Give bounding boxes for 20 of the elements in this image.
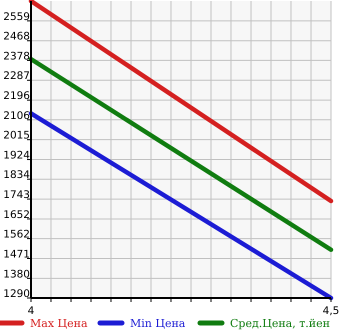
y-tick-label: 1471: [3, 248, 30, 260]
x-tick-label: 4,5: [322, 305, 340, 317]
legend-label: Min Цена: [130, 317, 186, 330]
y-tick-label: 1743: [3, 189, 30, 202]
y-tick-label: 2468: [3, 30, 30, 43]
x-tick-label: 4: [28, 305, 35, 317]
y-tick-label: 2287: [3, 70, 30, 82]
y-tick-label: 1652: [3, 208, 30, 221]
legend-label: Сред.Цена, т.йен: [230, 317, 330, 330]
y-tick-label: 2196: [3, 90, 30, 102]
y-tick-label: 1924: [3, 149, 30, 162]
y-tick-label: 1380: [3, 268, 30, 280]
y-tick-label: 2015: [3, 130, 30, 142]
y-tick-label: 1290: [3, 288, 30, 300]
y-tick-label: 2378: [3, 50, 30, 62]
y-tick-label: 2559: [3, 10, 30, 23]
legend-label: Max Цена: [30, 317, 88, 330]
y-tick-label: 1834: [3, 169, 30, 182]
y-tick-label: 1562: [3, 228, 30, 241]
y-tick-label: 2106: [3, 110, 30, 122]
